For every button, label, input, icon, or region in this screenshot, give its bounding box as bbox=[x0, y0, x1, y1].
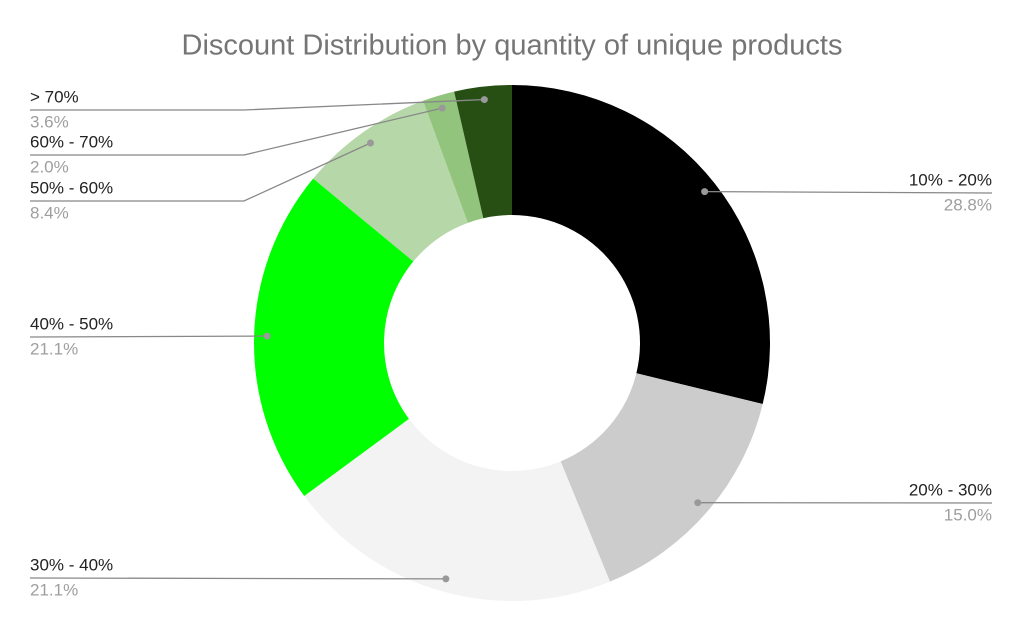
leader-dot bbox=[438, 104, 446, 112]
leader-line bbox=[30, 142, 371, 202]
donut-slice bbox=[304, 418, 610, 601]
slice-label: 10% - 20% bbox=[909, 170, 992, 189]
slice-value: 8.4% bbox=[30, 203, 69, 222]
donut-slice bbox=[560, 373, 763, 582]
leader-line bbox=[30, 107, 443, 156]
donut-slice bbox=[423, 91, 484, 223]
leader-line bbox=[29, 335, 268, 338]
donut-slice bbox=[253, 178, 414, 496]
donut-slice bbox=[313, 100, 468, 262]
slice-label: 40% - 50% bbox=[30, 314, 113, 333]
leader-dot bbox=[480, 96, 488, 104]
slice-value: 21.1% bbox=[30, 339, 78, 358]
leader-dot bbox=[263, 332, 271, 340]
leader-line bbox=[29, 577, 446, 580]
slice-value: 15.0% bbox=[944, 505, 992, 524]
slice-value: 3.6% bbox=[30, 112, 69, 131]
slice-label: 60% - 70% bbox=[30, 132, 113, 151]
slice-label: > 70% bbox=[30, 87, 79, 106]
slice-value: 21.1% bbox=[30, 580, 78, 599]
leader-line bbox=[30, 98, 485, 111]
slice-label: 20% - 30% bbox=[909, 480, 992, 499]
donut-slice bbox=[512, 85, 770, 405]
leader-dot bbox=[694, 499, 702, 507]
leader-dot bbox=[442, 575, 450, 583]
donut-slice bbox=[454, 85, 512, 219]
slice-label: 50% - 60% bbox=[30, 178, 113, 197]
slice-value: 2.0% bbox=[30, 157, 69, 176]
chart-title: Discount Distribution by quantity of uni… bbox=[182, 30, 843, 62]
leader-line bbox=[704, 190, 993, 194]
slice-value: 28.8% bbox=[944, 195, 992, 214]
leader-dot bbox=[701, 188, 709, 196]
slice-label: 30% - 40% bbox=[30, 555, 113, 574]
leader-dot bbox=[366, 139, 374, 147]
